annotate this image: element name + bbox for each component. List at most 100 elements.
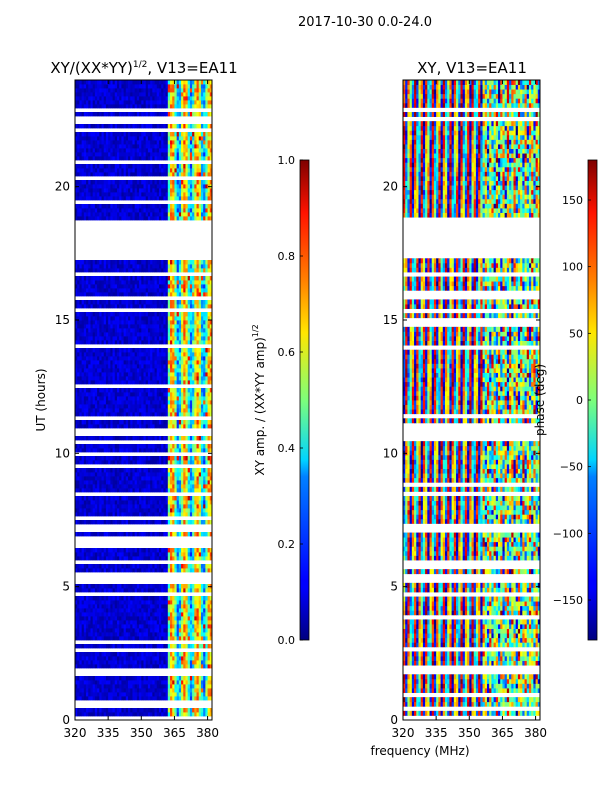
heatmap-cell bbox=[152, 500, 155, 505]
heatmap-cell bbox=[192, 480, 195, 485]
heatmap-cell bbox=[92, 360, 96, 365]
heatmap-cell bbox=[152, 460, 155, 465]
heatmap-cell bbox=[75, 532, 78, 537]
heatmap-cell bbox=[187, 300, 191, 305]
heatmap-cell bbox=[194, 696, 197, 701]
heatmap-cell bbox=[183, 480, 186, 485]
heatmap-cell bbox=[167, 316, 171, 321]
heatmap-cell bbox=[156, 364, 160, 369]
heatmap-cell bbox=[128, 360, 131, 365]
heatmap-cell bbox=[161, 408, 164, 413]
heatmap-cell bbox=[152, 312, 155, 317]
heatmap-cell bbox=[114, 352, 118, 357]
heatmap-cell bbox=[185, 712, 189, 717]
heatmap-cell bbox=[167, 636, 171, 641]
heatmap-cell bbox=[132, 604, 136, 609]
heatmap-cell bbox=[114, 484, 118, 489]
heatmap-cell bbox=[196, 476, 200, 481]
heatmap-cell bbox=[178, 696, 182, 701]
heatmap-cell bbox=[92, 628, 96, 633]
heatmap-cell bbox=[181, 636, 184, 641]
heatmap-cell bbox=[152, 304, 155, 309]
heatmap-cell bbox=[103, 332, 107, 337]
heatmap-cell bbox=[158, 348, 162, 353]
heatmap-cell bbox=[183, 612, 186, 617]
heatmap-cell bbox=[200, 624, 204, 629]
heatmap-cell bbox=[176, 480, 180, 485]
heatmap-cell bbox=[198, 692, 202, 697]
heatmap-cell bbox=[105, 604, 109, 609]
heatmap-cell bbox=[97, 300, 100, 305]
heatmap-cell bbox=[130, 604, 133, 609]
heatmap-cell bbox=[108, 328, 111, 333]
heatmap-cell bbox=[189, 336, 193, 341]
heatmap-cell bbox=[207, 368, 211, 373]
heatmap-cell bbox=[128, 588, 131, 593]
heatmap-cell bbox=[174, 500, 178, 505]
heatmap-cell bbox=[181, 316, 184, 321]
heatmap-cell bbox=[105, 552, 109, 557]
heatmap-cell bbox=[145, 500, 149, 505]
heatmap-cell bbox=[176, 484, 180, 489]
heatmap-cell bbox=[152, 684, 155, 689]
heatmap-cell bbox=[158, 304, 162, 309]
heatmap-cell bbox=[132, 656, 136, 661]
heatmap-cell bbox=[163, 400, 166, 405]
heatmap-cell bbox=[200, 596, 204, 601]
heatmap-cell bbox=[75, 472, 78, 477]
heatmap-cell bbox=[134, 456, 138, 461]
heatmap-cell bbox=[172, 448, 175, 453]
heatmap-cell bbox=[97, 328, 100, 333]
heatmap-cell bbox=[203, 480, 206, 485]
heatmap-cell bbox=[178, 496, 182, 501]
heatmap-cell bbox=[163, 564, 166, 569]
heatmap-cell bbox=[181, 476, 184, 481]
heatmap-cell bbox=[189, 564, 193, 569]
heatmap-cell bbox=[170, 436, 173, 441]
heatmap-cell bbox=[94, 300, 98, 305]
heatmap-cell bbox=[152, 488, 155, 493]
heatmap-cell bbox=[139, 636, 142, 641]
heatmap-cell bbox=[209, 532, 212, 537]
heatmap-cell bbox=[121, 368, 125, 373]
heatmap-cell bbox=[112, 712, 116, 717]
heatmap-cell bbox=[154, 588, 158, 593]
heatmap-cell bbox=[130, 412, 133, 417]
heatmap-cell bbox=[134, 624, 138, 629]
heatmap-cell bbox=[79, 332, 83, 337]
heatmap-cell bbox=[145, 360, 149, 365]
heatmap-cell bbox=[139, 480, 142, 485]
heatmap-cell bbox=[90, 488, 94, 493]
heatmap-cell bbox=[170, 472, 173, 477]
heatmap-cell bbox=[123, 556, 127, 561]
heatmap-cell bbox=[165, 324, 169, 329]
heatmap-cell bbox=[119, 388, 122, 393]
heatmap-cell bbox=[185, 368, 189, 373]
heatmap-cell bbox=[83, 400, 87, 405]
heatmap-cell bbox=[139, 604, 142, 609]
heatmap-cell bbox=[152, 624, 155, 629]
heatmap-cell bbox=[161, 664, 164, 669]
heatmap-cell bbox=[86, 484, 89, 489]
heatmap-cell bbox=[178, 488, 182, 493]
heatmap-cell bbox=[90, 352, 94, 357]
heatmap-cell bbox=[165, 660, 169, 665]
heatmap-cell bbox=[110, 412, 113, 417]
heatmap-cell bbox=[194, 412, 197, 417]
heatmap-cell bbox=[163, 708, 166, 713]
heatmap-cell bbox=[187, 420, 191, 425]
heatmap-cell bbox=[112, 404, 116, 409]
heatmap-cell bbox=[90, 656, 94, 661]
heatmap-cell bbox=[101, 304, 105, 309]
heatmap-cell bbox=[112, 304, 116, 309]
heatmap-cell bbox=[77, 556, 80, 561]
heatmap-cell bbox=[145, 412, 149, 417]
heatmap-cell bbox=[81, 588, 85, 593]
heatmap-cell bbox=[200, 340, 204, 345]
heatmap-cell bbox=[163, 532, 166, 537]
heatmap-cell bbox=[178, 316, 182, 321]
heatmap-cell bbox=[99, 684, 102, 689]
heatmap-cell bbox=[156, 712, 160, 717]
heatmap-cell bbox=[158, 360, 162, 365]
heatmap-cell bbox=[194, 628, 197, 633]
